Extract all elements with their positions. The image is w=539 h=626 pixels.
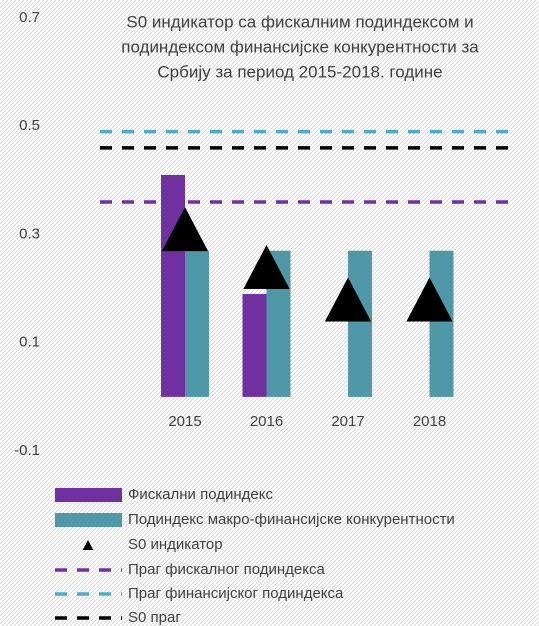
legend-label: Фискални подиндекс [128, 486, 273, 503]
y-tick-label: -0.1 [14, 442, 40, 459]
bar [348, 250, 372, 397]
legend-swatch [82, 540, 94, 550]
legend-label: Праг фискалног подиндекса [128, 561, 325, 578]
bar [429, 250, 454, 397]
legend-swatch [55, 513, 122, 527]
bar [161, 174, 185, 397]
bar [242, 294, 267, 397]
legend-swatch [55, 488, 122, 502]
y-tick-label: 0.3 [19, 225, 40, 242]
marker [324, 277, 372, 322]
marker [161, 207, 209, 252]
y-tick-label: 0.7 [19, 9, 40, 26]
legend-label: Праг финансијског подиндекса [128, 585, 344, 602]
bar [185, 250, 209, 397]
chart-title: Србију за период 2015-2018. године [157, 62, 442, 81]
marker [243, 244, 290, 289]
x-tick-label: 2015 [168, 413, 201, 430]
x-tick-label: 2016 [250, 413, 283, 430]
legend-label: Подиндекс макро-финансијске конкурентнос… [128, 511, 455, 528]
legend-label: S0 праг [128, 609, 181, 626]
chart-title: подиндексом финансијске конкурентности з… [121, 37, 479, 56]
y-tick-label: 0.5 [19, 117, 40, 134]
x-tick-label: 2018 [413, 413, 446, 430]
y-tick-label: 0.1 [19, 334, 40, 351]
x-tick-label: 2017 [331, 413, 364, 430]
marker [406, 277, 453, 322]
legend-label: S0 индикатор [128, 536, 223, 553]
chart-title: S0 индикатор са фискалним подиндексом и [126, 12, 473, 31]
